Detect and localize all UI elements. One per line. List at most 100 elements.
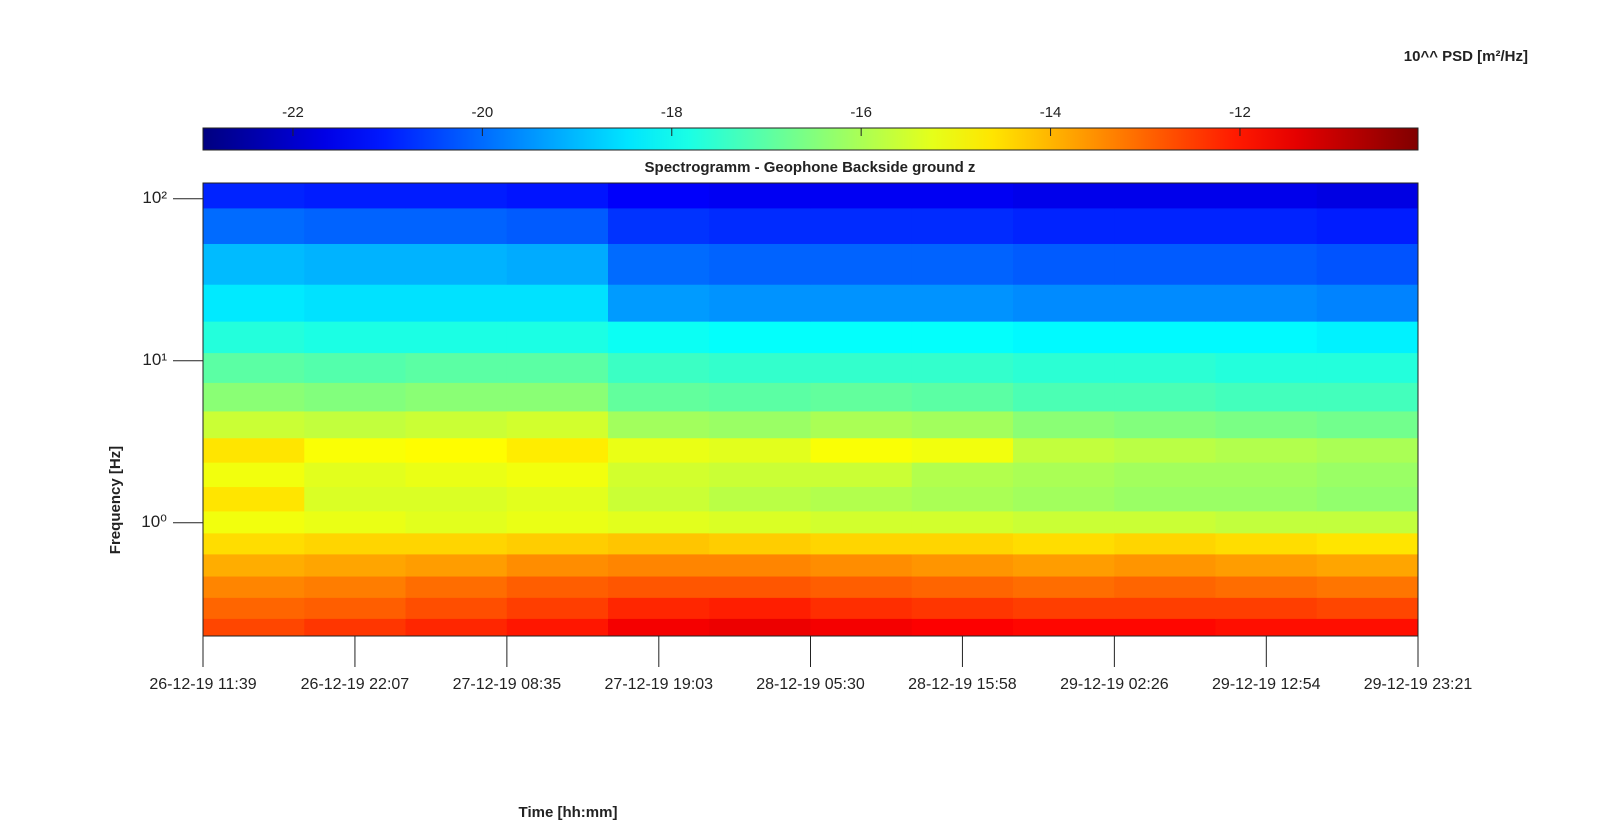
x-tick-label: 27-12-19 19:03 [605, 676, 714, 693]
heat-cell [1114, 462, 1216, 488]
heat-cell [1114, 321, 1216, 354]
x-tick-label: 29-12-19 23:21 [1364, 676, 1473, 693]
heat-cell [1013, 462, 1115, 488]
heat-cell [1316, 486, 1419, 512]
heat-cell [203, 553, 305, 577]
heat-cell [506, 532, 609, 555]
colorbar-tick-label: -22 [282, 104, 304, 121]
colorbar-tick-label: -20 [472, 104, 494, 121]
heat-cell [304, 183, 406, 209]
heat-cell [304, 243, 406, 285]
heat-cell [1215, 207, 1318, 244]
heat-cell [1215, 532, 1318, 555]
heat-cell [911, 352, 1014, 383]
heat-cell [911, 462, 1014, 488]
heat-cell [304, 510, 406, 534]
heat-cell [608, 532, 710, 555]
heat-cell [709, 597, 811, 619]
heat-cell [911, 437, 1014, 463]
heat-cell [1114, 352, 1216, 383]
heat-cell [405, 618, 508, 637]
heat-cell [608, 284, 710, 322]
y-axis-label: Frequency [Hz] [107, 446, 124, 554]
heat-cell [1316, 410, 1419, 439]
heat-cell [405, 207, 508, 244]
heat-cell [810, 352, 913, 383]
heat-cell [1316, 618, 1419, 637]
heat-cell [911, 486, 1014, 512]
colorbar-tick-label: -12 [1229, 104, 1251, 121]
heat-cell [810, 410, 913, 439]
heat-cell [709, 207, 811, 244]
heat-cell [1114, 437, 1216, 463]
heat-cell [608, 510, 710, 534]
heat-cell [911, 553, 1014, 577]
heat-cell [1316, 321, 1419, 354]
heat-cell [810, 486, 913, 512]
heat-cell [1316, 576, 1419, 598]
heat-cell [405, 532, 508, 555]
heat-cell [1215, 486, 1318, 512]
heat-cell [405, 410, 508, 439]
heat-cell [1013, 352, 1115, 383]
heat-cell [1215, 462, 1318, 488]
heat-cell [709, 486, 811, 512]
heat-cell [405, 382, 508, 412]
heat-cell [1114, 410, 1216, 439]
heat-cell [304, 553, 406, 577]
heat-cell [506, 597, 609, 619]
heat-cell [709, 510, 811, 534]
heatmap [203, 183, 1419, 637]
heat-cell [506, 382, 609, 412]
x-tick-label: 28-12-19 15:58 [908, 676, 1017, 693]
y-tick-label: 10² [142, 188, 167, 207]
heat-cell [709, 532, 811, 555]
heat-cell [1013, 437, 1115, 463]
x-tick-label: 27-12-19 08:35 [453, 676, 562, 693]
heat-cell [203, 207, 305, 244]
heat-cell [709, 321, 811, 354]
heat-cell [203, 576, 305, 598]
heat-cell [203, 284, 305, 322]
heat-cell [1215, 618, 1318, 637]
heat-cell [1114, 486, 1216, 512]
heat-cell [911, 183, 1014, 209]
heat-cell [709, 243, 811, 285]
heat-cell [810, 437, 913, 463]
heat-cell [1114, 382, 1216, 412]
heat-cell [1114, 597, 1216, 619]
heat-cell [608, 243, 710, 285]
heat-cell [911, 321, 1014, 354]
heat-cell [506, 618, 609, 637]
heat-cell [709, 284, 811, 322]
heat-cell [1316, 284, 1419, 322]
heat-cell [810, 618, 913, 637]
heat-cell [203, 597, 305, 619]
heat-cell [405, 576, 508, 598]
heat-cell [506, 553, 609, 577]
heat-cell [1114, 576, 1216, 598]
heat-cell [608, 597, 710, 619]
heat-cell [1316, 352, 1419, 383]
heat-cell [709, 183, 811, 209]
heat-cell [810, 243, 913, 285]
heat-cell [506, 510, 609, 534]
colorbar-label: 10^^ PSD [m²/Hz] [1404, 48, 1528, 65]
heat-cell [1013, 382, 1115, 412]
heat-cell [506, 462, 609, 488]
heat-cell [1013, 532, 1115, 555]
heat-cell [911, 510, 1014, 534]
heat-cell [405, 437, 508, 463]
heat-cell [506, 437, 609, 463]
heat-cell [608, 437, 710, 463]
heat-cell [405, 284, 508, 322]
heat-cell [608, 410, 710, 439]
heat-cell [709, 410, 811, 439]
heat-cell [709, 618, 811, 637]
heat-cell [608, 486, 710, 512]
heat-cell [203, 486, 305, 512]
heat-cell [1114, 183, 1216, 209]
chart-title: Spectrogramm - Geophone Backside ground … [645, 159, 976, 176]
heat-cell [1215, 437, 1318, 463]
heat-cell [1114, 284, 1216, 322]
